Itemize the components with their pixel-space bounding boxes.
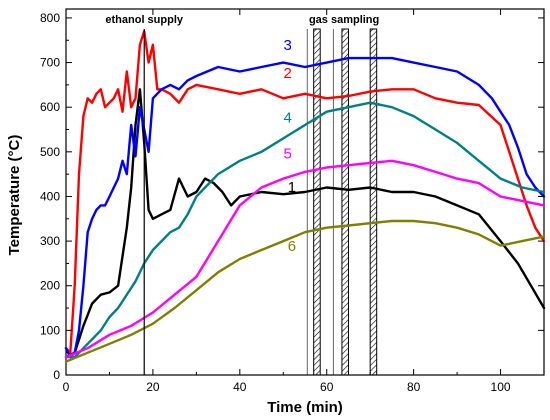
y-tick-label: 0	[53, 368, 60, 382]
axis-ticks: 0 20 40 60 80 100 0 100 200 300 400 500 600 700 800	[40, 9, 544, 394]
x-tick-label: 80	[407, 380, 421, 394]
series-label-6: 6	[288, 238, 296, 255]
gas-sampling-band-3	[369, 28, 378, 376]
series-line-2	[64, 30, 546, 354]
y-tick-label: 100	[40, 323, 60, 337]
gas-sampling-band-1	[313, 28, 321, 376]
series-labels: 1 2 3 4 5 6	[283, 37, 296, 255]
series-line-3	[64, 56, 546, 359]
x-tick-label: 20	[146, 380, 160, 394]
y-tick-label: 300	[40, 234, 60, 248]
x-axis-title: Time (min)	[267, 399, 343, 416]
series-line-5	[64, 159, 546, 359]
gas-sampling-band-2	[341, 28, 349, 376]
gas-sampling-bands	[306, 28, 378, 376]
series-line-6	[64, 219, 546, 363]
y-tick-label: 700	[40, 56, 60, 70]
series-label-3: 3	[283, 37, 291, 54]
series-line-4	[64, 101, 546, 359]
x-tick-label: 0	[63, 380, 70, 394]
series-label-5: 5	[283, 146, 291, 163]
y-axis-title: Temperature (°C)	[6, 135, 23, 256]
y-tick-label: 800	[40, 11, 60, 25]
y-tick-label: 500	[40, 145, 60, 159]
y-tick-label: 400	[40, 189, 60, 203]
x-tick-label: 60	[320, 380, 334, 394]
series-layer	[64, 30, 546, 363]
y-tick-label: 200	[40, 279, 60, 293]
series-line-1	[64, 88, 546, 359]
annotation-gas-sampling: gas sampling	[309, 14, 379, 26]
annotation-ethanol-supply: ethanol supply	[105, 14, 184, 26]
series-label-2: 2	[283, 65, 291, 82]
x-tick-label: 100	[491, 380, 511, 394]
y-tick-label: 600	[40, 100, 60, 114]
series-label-4: 4	[283, 109, 291, 126]
x-tick-label: 40	[233, 380, 247, 394]
series-label-1: 1	[288, 179, 296, 196]
